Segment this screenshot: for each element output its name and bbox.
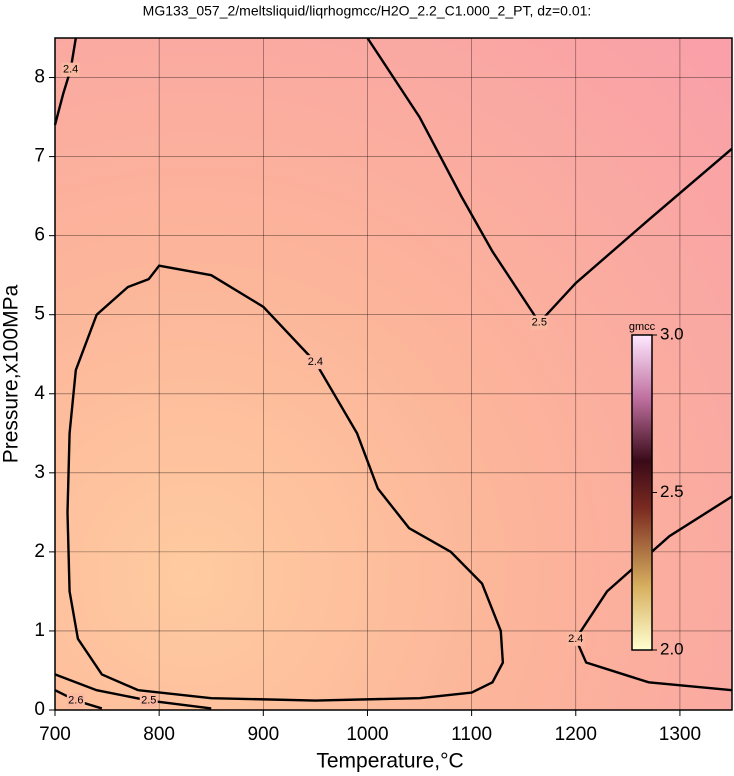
y-tick-label: 6 [34, 225, 45, 246]
x-tick-label: 1000 [346, 724, 388, 745]
contour-label-bg [530, 315, 549, 330]
x-tick-label: 1100 [451, 724, 492, 745]
colorbar-tick-label: 3.0 [660, 324, 684, 343]
contour-label: 2.4 [308, 356, 323, 368]
x-axis-label: Temperature,°C [316, 750, 463, 773]
y-tick-label: 1 [34, 620, 45, 641]
x-tick-label: 900 [247, 724, 279, 745]
contour-label-bg [61, 62, 80, 77]
y-tick-label: 4 [34, 383, 45, 404]
contour-line [54, 673, 212, 710]
colorbar [631, 334, 653, 651]
plot-background [55, 38, 732, 710]
colorbar-tick-label: 2.5 [660, 482, 684, 501]
colorbar-tick-label: 2.0 [660, 639, 684, 658]
contour-line [366, 37, 733, 325]
colorbar-label: gmcc [629, 321, 656, 333]
contour-label-bg [139, 693, 158, 708]
contour-label: 2.4 [568, 633, 583, 645]
y-tick-label: 0 [34, 699, 45, 720]
plot-frame [54, 37, 733, 711]
contour-label-bg [66, 693, 85, 708]
y-tick-label: 2 [34, 541, 45, 562]
x-tick-label: 800 [143, 724, 175, 745]
x-tick-label: 1200 [555, 724, 597, 745]
y-tick-label: 7 [34, 146, 45, 167]
contour-label: 2.6 [68, 694, 83, 706]
contour-label: 2.4 [63, 64, 78, 76]
y-axis-label: Pressure,x100MPa [0, 284, 23, 463]
x-tick-label: 700 [39, 724, 71, 745]
contour-line [53, 37, 78, 126]
contour-label-bg [566, 631, 585, 646]
contour-label-bg [306, 355, 325, 370]
x-tick-label: 1300 [659, 724, 701, 745]
y-tick-label: 8 [34, 67, 45, 88]
y-tick-label: 3 [34, 462, 45, 483]
y-tick-label: 5 [34, 304, 45, 325]
contour-label: 2.5 [532, 317, 547, 329]
chart-title: MG133_057_2/meltsliquid/liqrhogmcc/H2O_2… [143, 3, 592, 19]
contour-label: 2.5 [141, 694, 156, 706]
